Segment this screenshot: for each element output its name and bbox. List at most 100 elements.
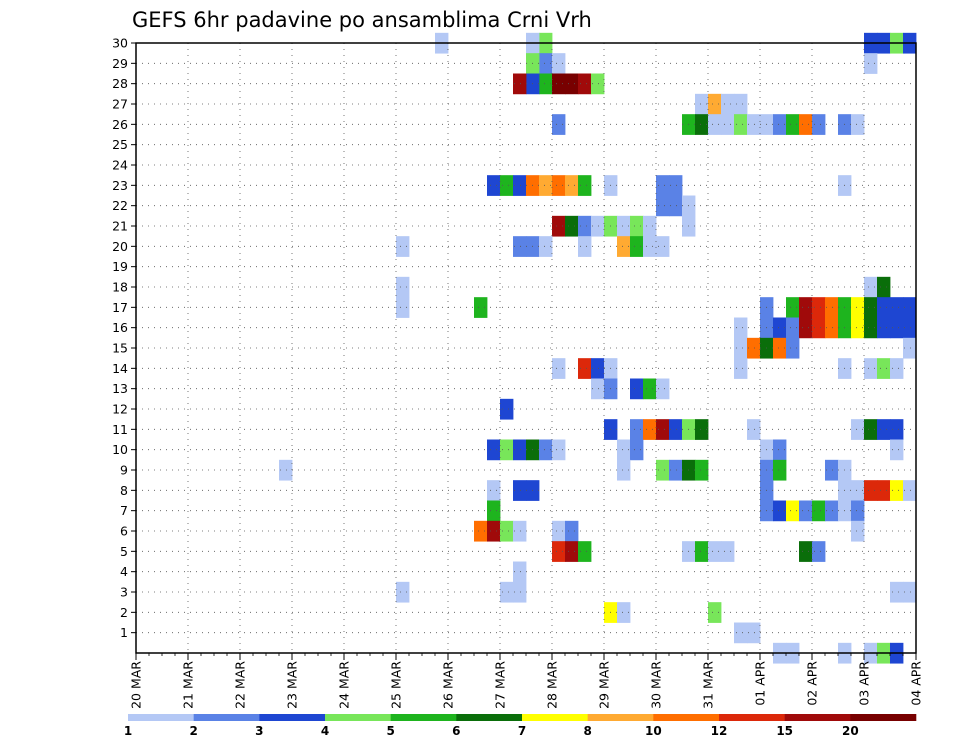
heatmap-cell-87: [773, 317, 787, 339]
y-tick-label: 27: [112, 97, 128, 112]
heatmap-cell-107: [591, 358, 605, 379]
heatmap-cell-90: [812, 317, 826, 339]
colorbar-segment-3: [325, 714, 391, 721]
heatmap-cell-57: [630, 215, 644, 237]
heatmap-cell-22: [552, 114, 566, 135]
x-tick-label: 22 MAR: [233, 661, 248, 709]
colorbar-label: 4: [321, 724, 329, 738]
heatmap-cell-186: [708, 541, 722, 562]
heatmap-cell-131: [877, 419, 891, 440]
heatmap-cell-193: [513, 581, 527, 603]
heatmap-cell-167: [773, 500, 787, 522]
heatmap-cell-58: [643, 215, 657, 237]
heatmap-cell-77: [812, 297, 826, 318]
colorbar-segment-9: [719, 714, 785, 721]
heatmap-cell-75: [786, 297, 800, 318]
heatmap-cell-10: [864, 53, 878, 74]
heatmap-cell-132: [890, 419, 904, 440]
heatmap-cell-142: [773, 439, 787, 461]
y-tick-label: 9: [120, 463, 128, 478]
heatmap-cell-155: [513, 480, 527, 501]
heatmap-cell-85: [734, 317, 748, 339]
heatmap-cell-38: [513, 175, 527, 196]
heatmap-cell-71: [877, 276, 891, 298]
heatmap-cell-129: [851, 419, 865, 440]
heatmap-cell-154: [487, 480, 501, 501]
heatmap-cell-51: [552, 215, 566, 237]
y-tick-label: 23: [112, 178, 128, 193]
x-tick-label: 27 MAR: [493, 661, 508, 709]
y-tick-label: 3: [120, 585, 128, 600]
heatmap-cell-201: [747, 622, 761, 644]
heatmap-cell-82: [877, 297, 891, 318]
heatmap-cell-115: [591, 378, 605, 400]
heatmap-cell-138: [552, 439, 566, 461]
heatmap-cell-63: [539, 236, 553, 257]
heatmap-cell-15: [565, 73, 579, 95]
colorbar-label: 3: [255, 724, 263, 738]
y-tick-label: 17: [112, 300, 128, 315]
heatmap-cell-159: [851, 480, 865, 501]
x-tick-label: 31 MAR: [701, 661, 716, 709]
heatmap-cell-146: [656, 459, 670, 481]
heatmap-cell-41: [552, 175, 566, 196]
heatmap-cell-179: [565, 520, 579, 542]
heatmap-cell-26: [721, 114, 735, 135]
heatmap-cell-16: [578, 73, 592, 95]
heatmap-cell-106: [578, 358, 592, 379]
y-tick-label: 10: [112, 442, 128, 457]
heatmap-cell-185: [695, 541, 709, 562]
heatmap-cell-100: [747, 337, 761, 359]
heatmap-cell-80: [851, 297, 865, 318]
colorbar-label: 6: [452, 724, 460, 738]
colorbar-segment-11: [850, 714, 917, 721]
colorbar-segment-1: [193, 714, 260, 721]
heatmap-cell-93: [851, 317, 865, 339]
heatmap-cell-102: [773, 337, 787, 359]
heatmap-cell-46: [669, 175, 683, 196]
colorbar-label: 1: [124, 724, 132, 738]
heatmap-cell-168: [786, 500, 800, 522]
heatmap-cell-137: [539, 439, 553, 461]
y-tick-label: 7: [120, 503, 128, 518]
heatmap-cell-20: [721, 93, 735, 115]
heatmap-cell-94: [864, 317, 878, 339]
y-tick-label: 21: [112, 219, 128, 234]
y-tick-label: 22: [112, 198, 128, 213]
heatmap-cell-133: [487, 439, 501, 461]
heatmap-cells: [279, 32, 917, 664]
heatmap-cell-113: [890, 358, 904, 379]
y-tick-label: 20: [112, 239, 128, 254]
heatmap-cell-78: [825, 297, 839, 318]
heatmap-cell-7: [539, 53, 553, 74]
heatmap-cell-49: [669, 195, 683, 217]
y-tick-label: 18: [112, 280, 128, 295]
heatmap-cell-182: [565, 541, 579, 562]
heatmap-cell-53: [578, 215, 592, 237]
x-tick-label: 01 APR: [753, 661, 768, 706]
heatmap-cell-95: [877, 317, 891, 339]
heatmap-cell-99: [734, 337, 748, 359]
heatmap-cell-187: [721, 541, 735, 562]
heatmap-cell-145: [617, 459, 631, 481]
heatmap-cell-37: [500, 175, 514, 196]
heatmap-cell-9: [552, 53, 566, 74]
heatmap-cell-65: [617, 236, 631, 257]
colorbar-segment-8: [653, 714, 720, 721]
colorbar-label: 10: [645, 724, 662, 738]
heatmap-cell-124: [656, 419, 670, 440]
heatmap-cell-160: [864, 480, 878, 501]
heatmap-cell-180: [851, 520, 865, 542]
heatmap-cell-122: [630, 419, 644, 440]
y-tick-label: 13: [112, 381, 128, 396]
heatmap-cell-76: [799, 297, 813, 318]
colorbar-label: 12: [711, 724, 728, 738]
heatmap-cell-42: [565, 175, 579, 196]
heatmap-cell-191: [396, 581, 410, 603]
colorbar-label: 15: [776, 724, 793, 738]
heatmap-cell-174: [474, 520, 488, 542]
colorbar-segment-7: [587, 714, 654, 721]
y-tick-label: 11: [112, 422, 128, 437]
heatmap-cell-118: [643, 378, 657, 400]
colorbar-segment-2: [259, 714, 326, 721]
